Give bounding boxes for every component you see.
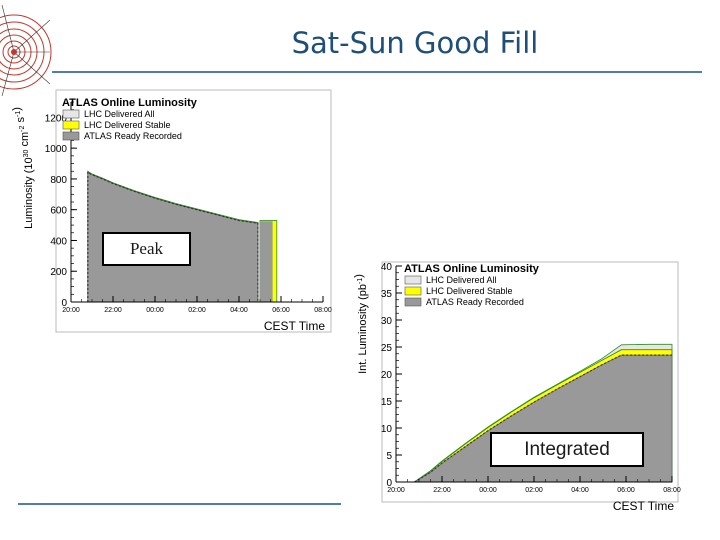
y-axis-label-exponent: -2 (19, 125, 26, 131)
legend-label: LHC Delivered Stable (426, 286, 513, 296)
y-tick-label: 1000 (45, 144, 68, 155)
legend-swatch (62, 109, 80, 119)
legend-label: LHC Delivered Stable (84, 120, 171, 130)
x-axis-label: CEST Time (264, 319, 325, 333)
integrated-luminosity-chart: 0 5 10 15 20 25 30 35 40 20:00 22:00 00:00 02:00 04:0… (353, 261, 681, 513)
legend-swatch (404, 286, 422, 296)
y-axis-label: Luminosity (1030 cm-2 s-1) (11, 107, 35, 229)
y-axis-label-exponent: 30 (23, 149, 30, 157)
y-axis-label-exponent: -1 (15, 111, 22, 117)
x-tick-label: 20:00 (387, 487, 405, 494)
integrated-label: Integrated (490, 432, 644, 467)
y-tick-label: 200 (50, 267, 67, 278)
peak-luminosity-chart: 0 200 400 600 800 1000 1200 20:00 22:00 00:00 02:0… (11, 89, 332, 333)
legend-swatch (404, 297, 422, 307)
x-tick-label: 02:00 (188, 307, 206, 314)
x-tick-label: 06:00 (272, 307, 290, 314)
x-tick-label: 06:00 (617, 487, 635, 494)
y-tick-label: 5 (386, 451, 392, 462)
x-tick-label: 22:00 (104, 307, 122, 314)
y-axis-label-part: s (15, 117, 27, 126)
legend-swatch (404, 275, 422, 285)
y-tick-label: 40 (381, 262, 393, 273)
x-tick-label: 08:00 (314, 307, 332, 314)
atlas-detector-logo (0, 0, 52, 100)
y-axis-label-part: ) (11, 107, 23, 111)
y-tick-label: 10 (381, 424, 393, 435)
y-axis-label: Int. Luminosity (pb-1) (353, 274, 369, 374)
y-axis-label-part: Luminosity (10 (23, 157, 35, 229)
y-tick-label: 15 (381, 397, 393, 408)
x-axis-label: CEST Time (613, 499, 674, 513)
y-tick-label: 30 (381, 316, 393, 327)
legend-label: LHC Delivered All (426, 275, 497, 285)
bottom-divider (18, 503, 341, 505)
y-tick-label: 25 (381, 343, 393, 354)
legend-swatch (62, 120, 80, 130)
legend-swatch (62, 131, 80, 141)
y-tick-label: 35 (381, 289, 393, 300)
y-tick-label: 800 (50, 175, 67, 186)
x-tick-label: 04:00 (571, 487, 589, 494)
x-tick-label: 04:00 (230, 307, 248, 314)
y-axis-label-part: ) (353, 274, 365, 278)
x-tick-label: 02:00 (525, 487, 543, 494)
title-divider (52, 71, 702, 73)
x-tick-label: 08:00 (663, 487, 681, 494)
y-tick-label: 0 (386, 478, 392, 489)
y-axis-label-part: Int. Luminosity (pb (357, 284, 369, 374)
y-axis-label-exponent: -1 (357, 278, 364, 284)
recorded-top-edge (414, 354, 672, 483)
legend-label: ATLAS Ready Recorded (426, 297, 524, 307)
legend-title: ATLAS Online Luminosity (404, 263, 540, 275)
peak-label: Peak (102, 232, 191, 266)
x-tick-label: 20:00 (62, 307, 80, 314)
y-tick-label: 20 (381, 370, 393, 381)
x-tick-label: 00:00 (479, 487, 497, 494)
legend-label: LHC Delivered All (84, 109, 155, 119)
y-tick-label: 400 (50, 236, 67, 247)
y-axis-label-part: cm (19, 132, 31, 150)
y-tick-label: 600 (50, 206, 67, 217)
y-tick-label: 1200 (45, 113, 68, 124)
legend-title: ATLAS Online Luminosity (62, 97, 198, 109)
x-tick-label: 00:00 (146, 307, 164, 314)
recorded-top-edge (87, 170, 259, 302)
x-tick-label: 22:00 (433, 487, 451, 494)
y-tick-label: 0 (61, 298, 67, 309)
late-recorded-block (260, 221, 273, 302)
legend-label: ATLAS Ready Recorded (84, 131, 182, 141)
slide-title: Sat-Sun Good Fill (291, 26, 539, 60)
